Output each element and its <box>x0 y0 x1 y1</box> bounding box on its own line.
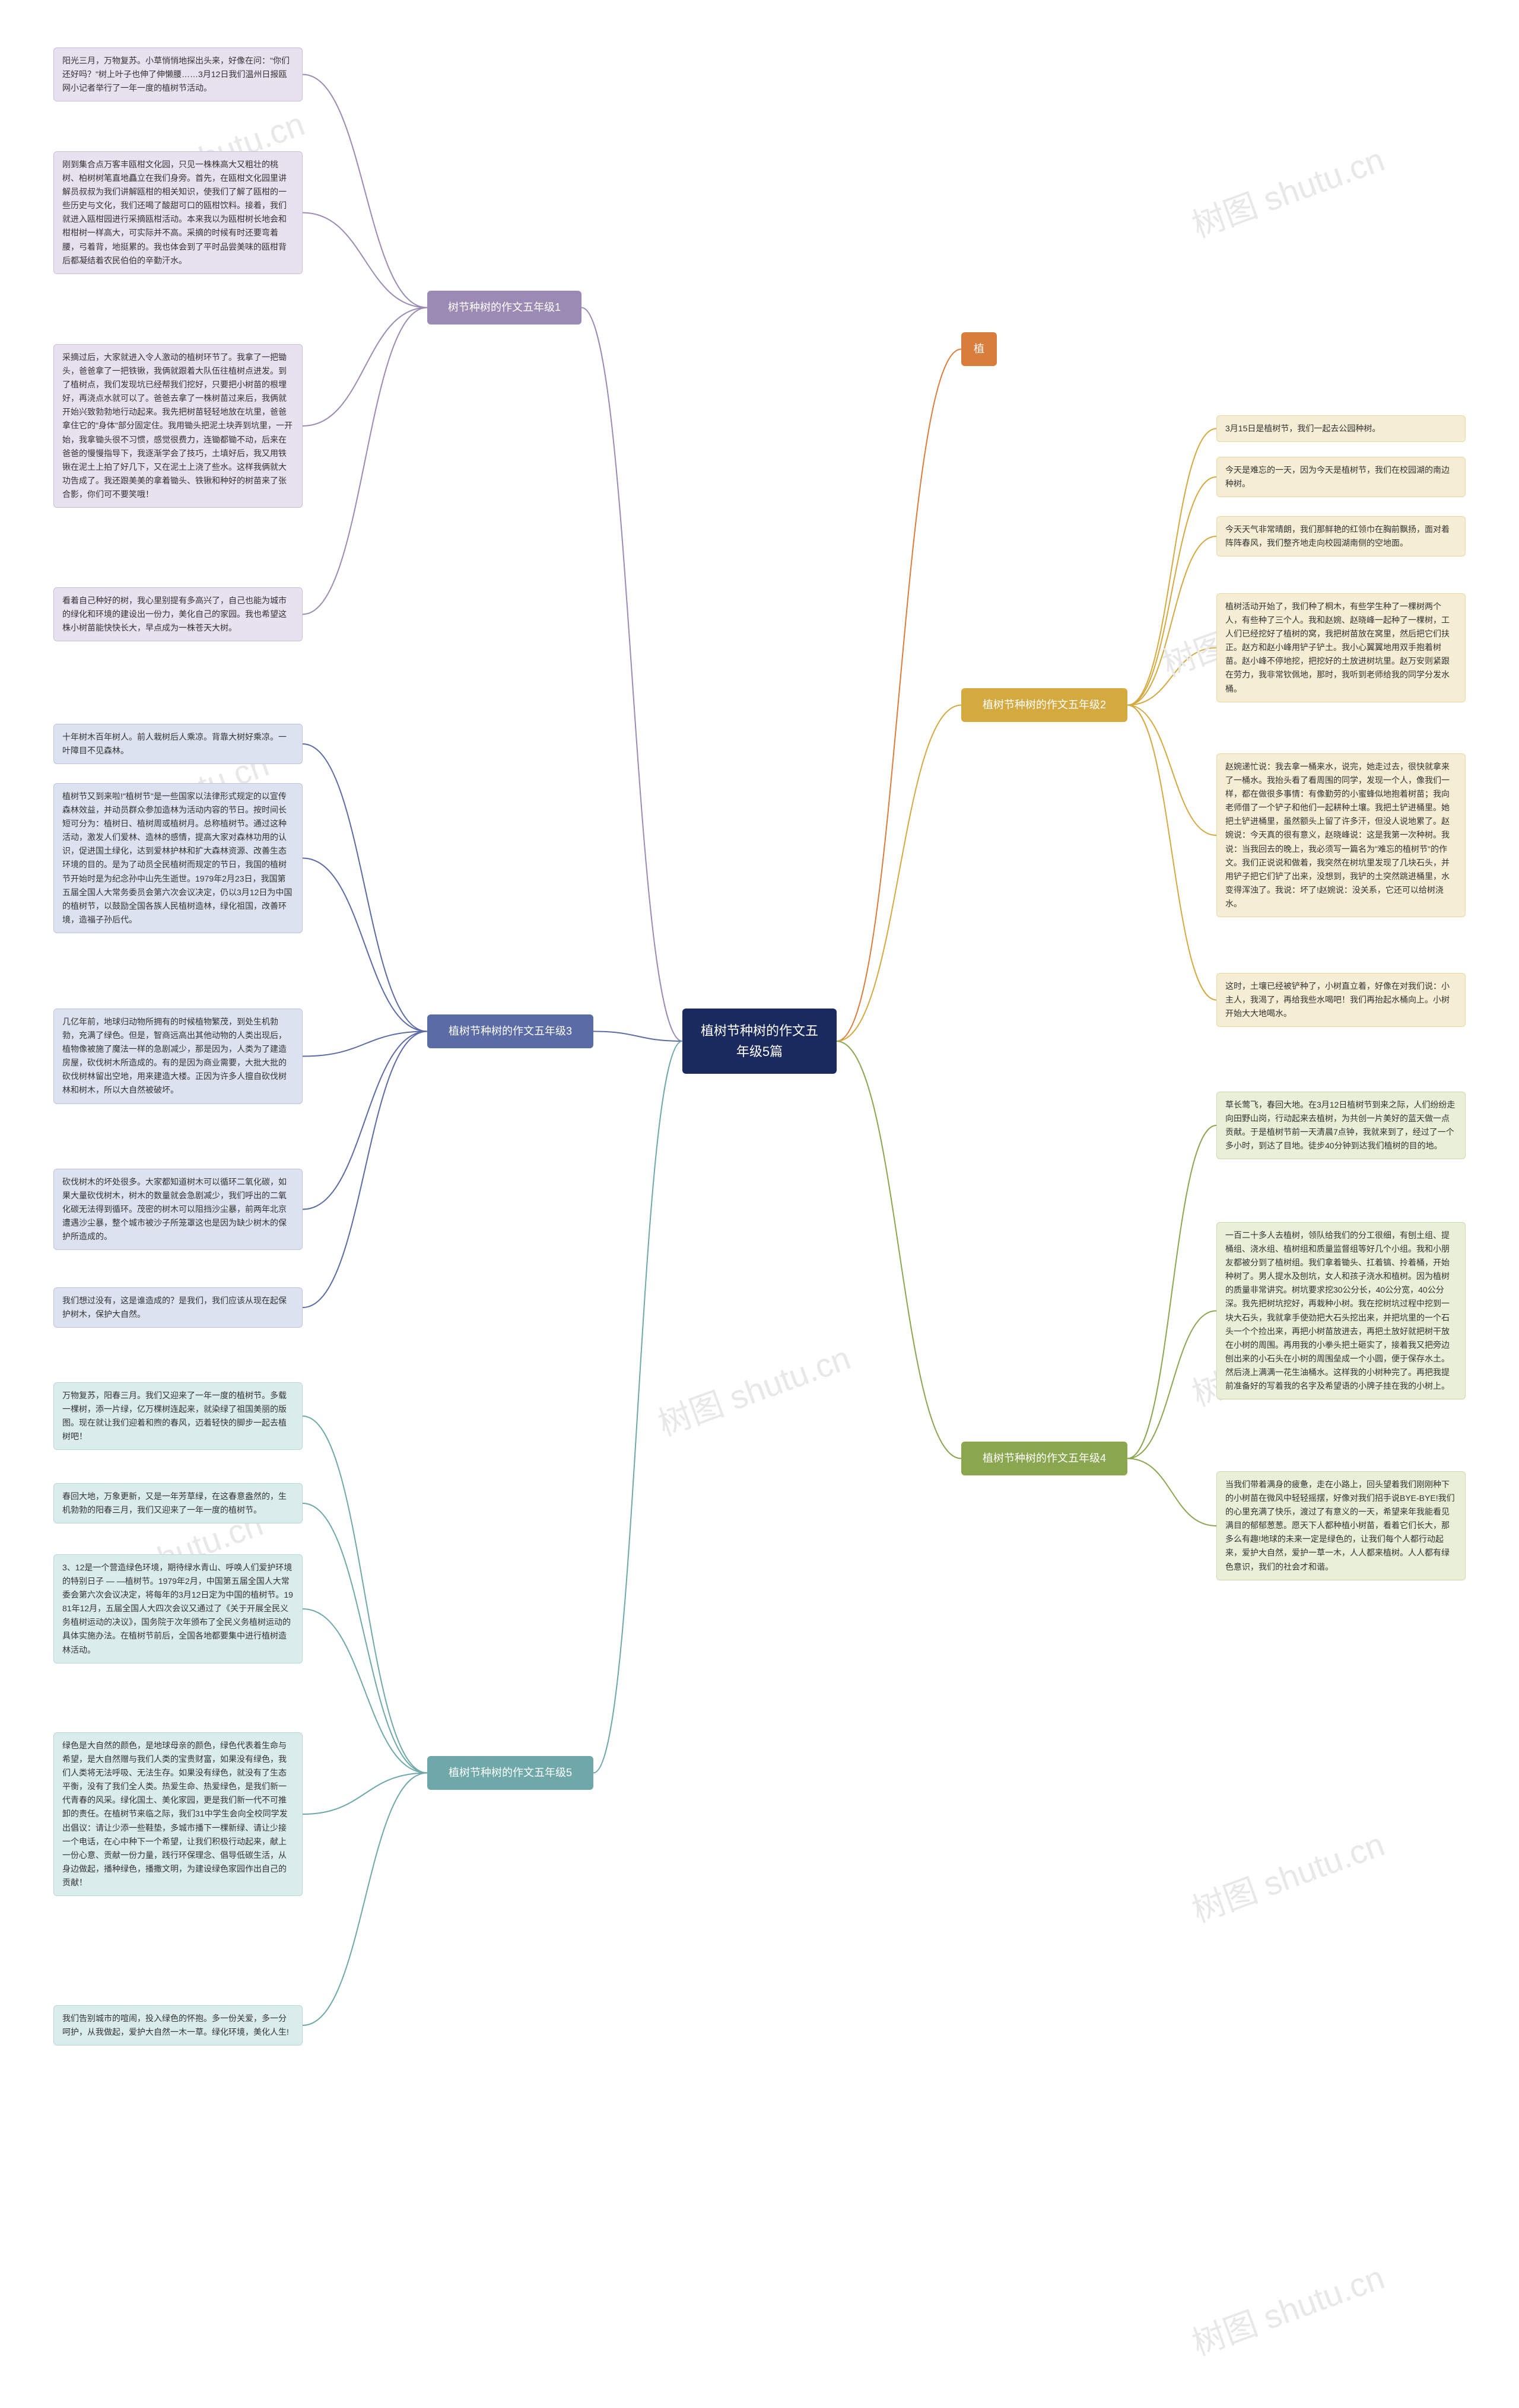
watermark: 树图 shutu.cn <box>1184 133 1390 247</box>
leaf-b2-0: 3月15日是植树节，我们一起去公园种树。 <box>1216 415 1466 442</box>
leaf-b2-3: 植树活动开始了，我们种了桐木，有些学生种了一棵树两个人，有些种了三个人。我和赵婉… <box>1216 593 1466 702</box>
leaf-b5-2: 3、12是一个营造绿色环境，期待绿水青山、呼唤人们爱护环境的特别日子 — —植树… <box>53 1554 303 1663</box>
leaf-b5-0: 万物复苏，阳春三月。我们又迎来了一年一度的植树节。多载一棵树，添一片绿，亿万棵树… <box>53 1382 303 1450</box>
leaf-b5-3: 绿色是大自然的颜色，是地球母亲的颜色，绿色代表着生命与希望，是大自然赠与我们人类… <box>53 1732 303 1896</box>
leaf-b2-4: 赵婉递忙说：我去拿一桶来水，说完，她走过去，很快就拿来了一桶水。我抬头看了看周围… <box>1216 753 1466 917</box>
leaf-b3-4: 我们想过没有，这是谁造成的？是我们，我们应该从现在起保护树木，保护大自然。 <box>53 1287 303 1328</box>
leaf-b1-0: 阳光三月，万物复苏。小草悄悄地探出头来，好像在问："你们还好吗？"树上叶子也伸了… <box>53 47 303 101</box>
leaf-b2-1: 今天是难忘的一天，因为今天是植树节，我们在校园湖的南边种树。 <box>1216 457 1466 497</box>
branch-b1[interactable]: 树节种树的作文五年级1 <box>427 291 581 325</box>
leaf-b1-2: 采摘过后，大家就进入令人激动的植树环节了。我拿了一把锄头，爸爸拿了一把铁锹，我俩… <box>53 344 303 508</box>
leaf-b3-0: 十年树木百年树人。前人栽树后人乘凉。背靠大树好乘凉。一叶障目不见森林。 <box>53 724 303 764</box>
leaf-b3-2: 几亿年前，地球归动物所拥有的时候植物繁茂，到处生机勃勃，充满了绿色。但是，智商远… <box>53 1009 303 1104</box>
branch-b2[interactable]: 植树节种树的作文五年级2 <box>961 688 1127 722</box>
mindmap-canvas: 树图 shutu.cn 树图 shutu.cn 树图 shutu.cn 树图 shut… <box>0 0 1519 2408</box>
leaf-b2-2: 今天天气非常晴朗，我们那鲜艳的红领巾在胸前飘扬，面对着阵阵春风，我们整齐地走向校… <box>1216 516 1466 556</box>
watermark: 树图 shutu.cn <box>1184 1818 1390 1932</box>
root-node[interactable]: 植树节种树的作文五年级5篇 <box>682 1009 837 1074</box>
leaf-b1-1: 刚到集合点万客丰瓯柑文化园，只见一株株高大又粗壮的桃树、柏树树笔直地矗立在我们身… <box>53 151 303 274</box>
leaf-b4-1: 一百二十多人去植树，领队给我们的分工很细，有刨土组、提桶组、浇水组、植树组和质量… <box>1216 1222 1466 1399</box>
leaf-b4-0: 草长莺飞，春回大地。在3月12日植树节到来之际，人们纷纷走向田野山岗，行动起来去… <box>1216 1092 1466 1159</box>
leaf-b5-1: 春回大地，万象更新，又是一年芳草绿，在这春意盎然的，生机勃勃的阳春三月，我们又迎… <box>53 1483 303 1523</box>
watermark: 树图 shutu.cn <box>1184 2251 1390 2365</box>
leaf-b3-3: 砍伐树木的坏处很多。大家都知道树木可以循环二氧化碳，如果大量砍伐树木，树木的数量… <box>53 1169 303 1250</box>
leaf-b2-5: 这时，土壤已经被铲种了，小树直立着，好像在对我们说：小主人，我渴了，再给我些水喝… <box>1216 973 1466 1027</box>
leaf-b4-2: 当我们带着满身的疲惫，走在小路上，回头望着我们刚刚种下的小树苗在微风中轻轻摇摆，… <box>1216 1471 1466 1580</box>
leaf-b3-1: 植树节又到来啦!"植树节"是一些国家以法律形式规定的以宣传森林效益，并动员群众参… <box>53 783 303 933</box>
branch-b3[interactable]: 植树节种树的作文五年级3 <box>427 1014 593 1048</box>
branch-bplant[interactable]: 植 <box>961 332 997 366</box>
branch-b4[interactable]: 植树节种树的作文五年级4 <box>961 1442 1127 1475</box>
leaf-b1-3: 看着自己种好的树，我心里别提有多高兴了，自己也能为城市的绿化和环境的建设出一份力… <box>53 587 303 641</box>
leaf-b5-4: 我们告别城市的喧闹，投入绿色的怀抱。多一份关爱，多一分呵护，从我做起，爱护大自然… <box>53 2005 303 2046</box>
watermark: 树图 shutu.cn <box>650 1331 856 1445</box>
branch-b5[interactable]: 植树节种树的作文五年级5 <box>427 1756 593 1790</box>
